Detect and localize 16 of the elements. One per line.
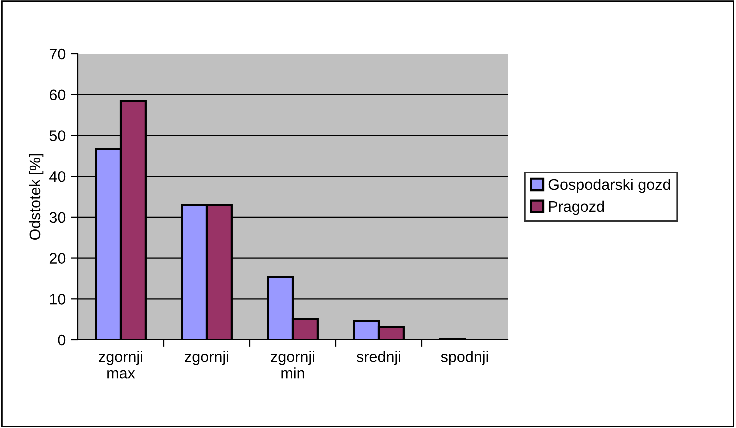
legend-label: Gospodarski gozd xyxy=(548,178,670,194)
y-axis-title: Odstotek [%] xyxy=(29,154,44,240)
y-tick-label: 40 xyxy=(50,171,66,182)
y-tick-label: 50 xyxy=(50,130,66,142)
y-tick-label: 70 xyxy=(50,48,66,60)
y-tick-label: 20 xyxy=(50,253,66,264)
y-tick-label: 0 xyxy=(58,334,66,346)
x-tick-label: zgornji min xyxy=(271,351,314,379)
x-tick-label: spodnji xyxy=(441,351,488,366)
x-tick-label: srednji xyxy=(356,351,400,366)
x-tick-label: zgornji max xyxy=(99,351,142,379)
y-tick-label: 10 xyxy=(50,294,66,305)
x-tick-label: zgornji xyxy=(185,351,228,366)
legend-label: Pragozd xyxy=(549,200,604,216)
y-tick-label: 60 xyxy=(50,90,66,101)
y-tick-label: 30 xyxy=(50,212,66,224)
